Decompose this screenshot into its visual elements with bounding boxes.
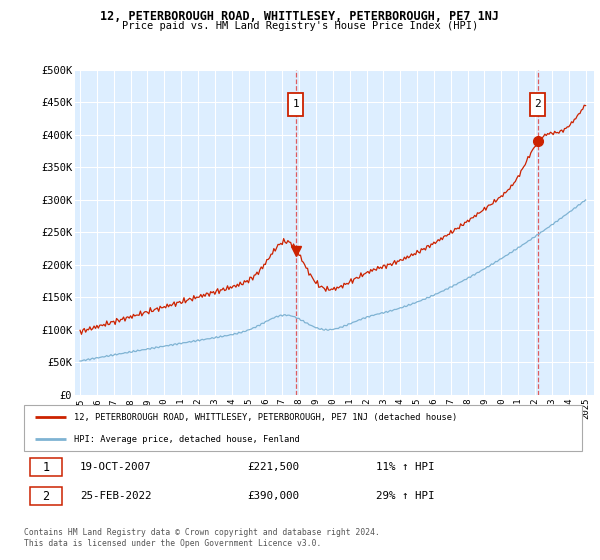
Text: £221,500: £221,500: [247, 463, 299, 473]
FancyBboxPatch shape: [29, 487, 62, 505]
Text: 29% ↑ HPI: 29% ↑ HPI: [376, 491, 434, 501]
Text: 1: 1: [42, 461, 49, 474]
Text: 11% ↑ HPI: 11% ↑ HPI: [376, 463, 434, 473]
Text: 2: 2: [534, 100, 541, 109]
Text: £390,000: £390,000: [247, 491, 299, 501]
FancyBboxPatch shape: [29, 459, 62, 477]
FancyBboxPatch shape: [288, 93, 304, 116]
Text: 25-FEB-2022: 25-FEB-2022: [80, 491, 151, 501]
Text: 2: 2: [42, 489, 49, 503]
Text: 19-OCT-2007: 19-OCT-2007: [80, 463, 151, 473]
Text: HPI: Average price, detached house, Fenland: HPI: Average price, detached house, Fenl…: [74, 435, 300, 444]
Text: 12, PETERBOROUGH ROAD, WHITTLESEY, PETERBOROUGH, PE7 1NJ (detached house): 12, PETERBOROUGH ROAD, WHITTLESEY, PETER…: [74, 413, 457, 422]
Text: 12, PETERBOROUGH ROAD, WHITTLESEY, PETERBOROUGH, PE7 1NJ: 12, PETERBOROUGH ROAD, WHITTLESEY, PETER…: [101, 10, 499, 23]
Text: This data is licensed under the Open Government Licence v3.0.: This data is licensed under the Open Gov…: [24, 539, 322, 548]
Text: Price paid vs. HM Land Registry's House Price Index (HPI): Price paid vs. HM Land Registry's House …: [122, 21, 478, 31]
FancyBboxPatch shape: [530, 93, 545, 116]
Text: 1: 1: [292, 100, 299, 109]
Text: Contains HM Land Registry data © Crown copyright and database right 2024.: Contains HM Land Registry data © Crown c…: [24, 528, 380, 536]
FancyBboxPatch shape: [24, 405, 582, 451]
